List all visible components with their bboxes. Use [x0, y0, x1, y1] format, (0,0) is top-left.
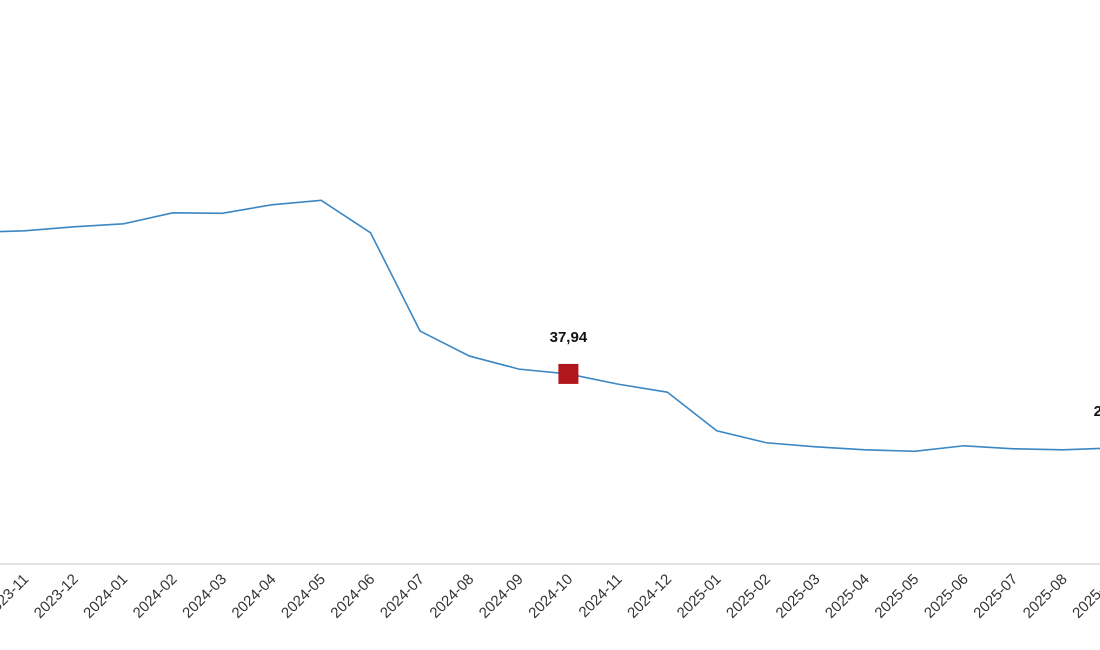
value-label: 23,16: [1094, 403, 1100, 420]
x-tick-label: 2025-09: [1069, 571, 1100, 622]
x-tick-label: 2025-04: [822, 571, 873, 622]
x-tick-label: 2024-05: [278, 571, 329, 622]
value-label: 37,94: [550, 329, 588, 346]
x-tick-label: 2024-01: [80, 571, 131, 622]
x-tick-label: 2025-05: [871, 571, 922, 622]
x-tick-label: 2024-03: [179, 571, 230, 622]
x-tick-label: 2024-11: [576, 571, 626, 621]
x-tick-label: 2024-10: [525, 571, 576, 622]
x-tick-label: 2024-06: [327, 571, 378, 622]
x-tick-label: 2025-03: [773, 571, 824, 622]
x-tick-label: 2024-04: [229, 571, 280, 622]
x-tick-label: 2023-12: [31, 571, 82, 622]
x-tick-label: 2024-09: [476, 571, 527, 622]
x-tick-label: 2024-12: [624, 571, 675, 622]
line: [0, 199, 1100, 453]
x-tick-label: 2023-11: [0, 571, 32, 621]
x-tick-label: 2024-08: [426, 571, 477, 622]
x-tick-label: 2024-02: [130, 571, 181, 622]
highlight-marker: [558, 363, 579, 384]
x-tick-label: 2025-01: [674, 571, 725, 622]
x-tick-label: 2025-08: [1020, 571, 1071, 622]
x-tick-label: 2025-02: [723, 571, 774, 622]
x-tick-label: 2025-06: [921, 571, 972, 622]
x-tick-label: 2024-07: [377, 571, 428, 622]
x-tick-label: 2025-07: [970, 571, 1021, 622]
